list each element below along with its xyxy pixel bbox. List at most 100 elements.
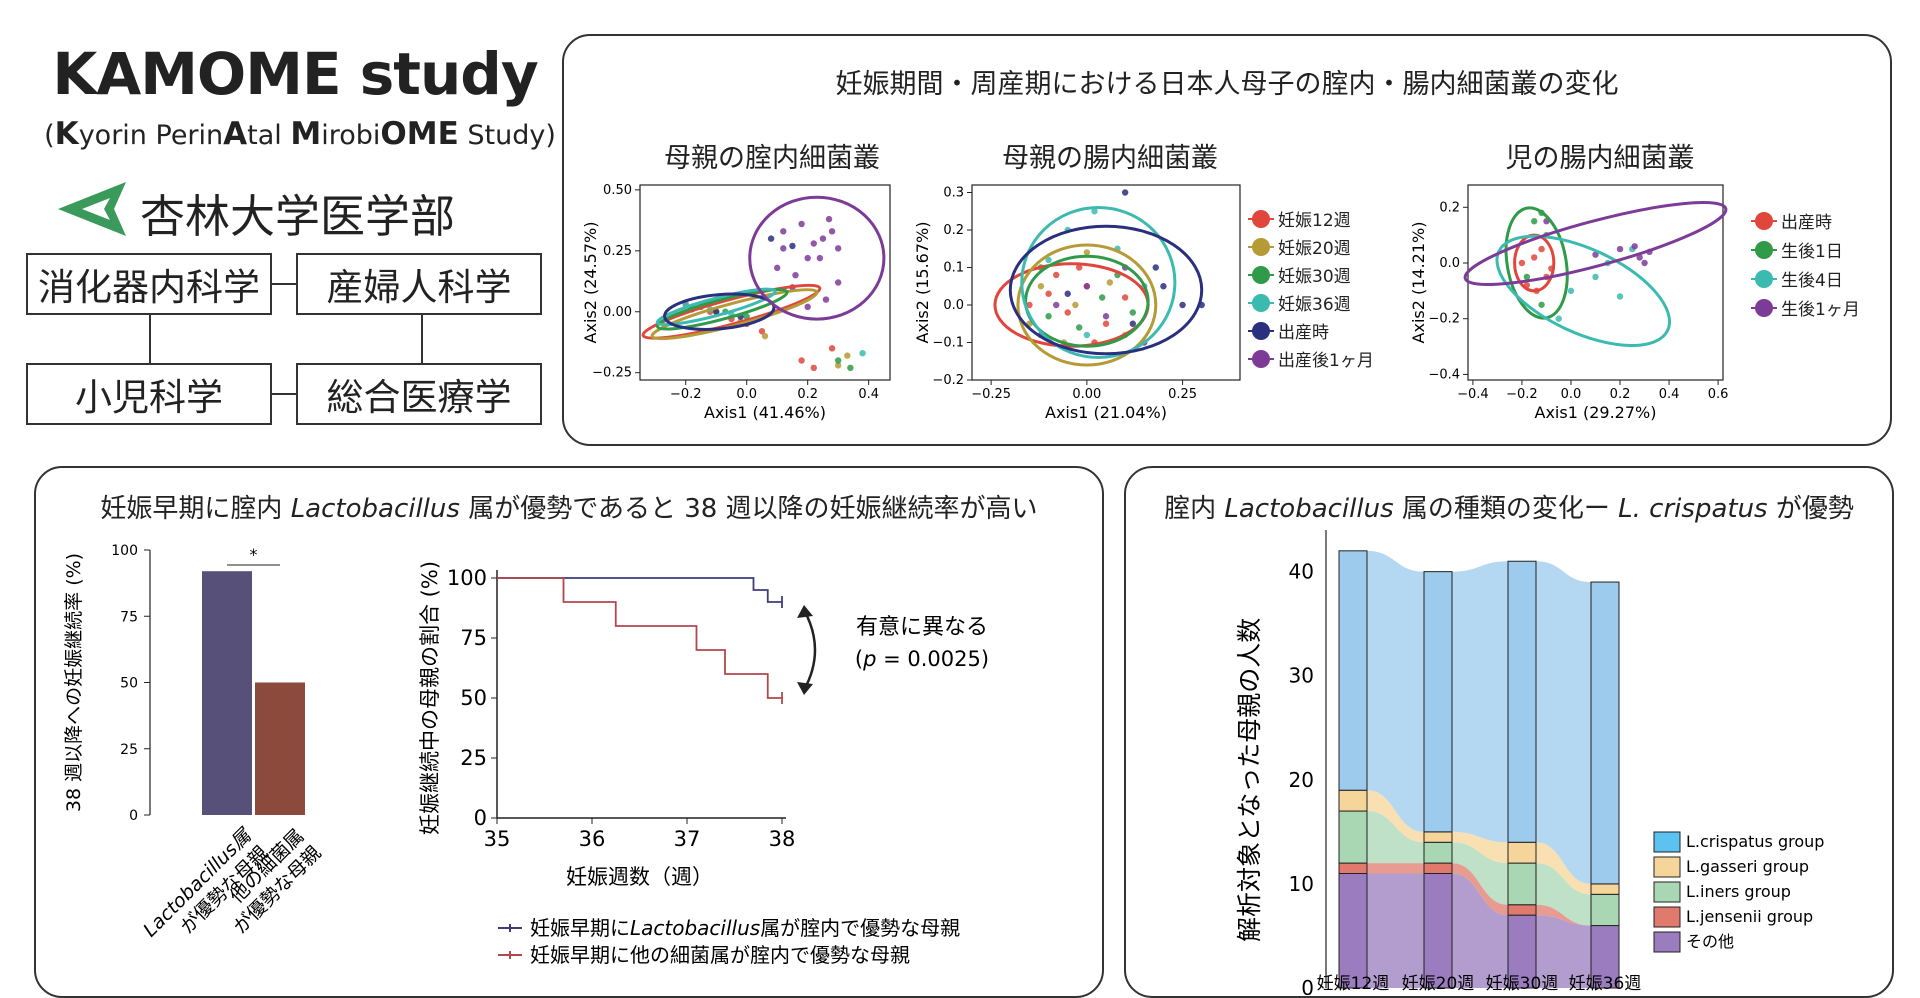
y-axis-label: 38 週以降への妊娠継続率 (%)	[63, 553, 85, 812]
y-tick-label: 75	[460, 626, 487, 650]
x-tick-label: 0.00	[1072, 387, 1101, 402]
pcoa1-title: 母親の腟内細菌叢	[664, 143, 880, 174]
subtitle-part: yorin Perin	[78, 120, 224, 151]
scatter-point	[825, 215, 833, 223]
bar	[202, 571, 252, 815]
scatter-point	[1538, 301, 1545, 308]
y-axis-label: 解析対象となった母親の人数	[1235, 618, 1264, 942]
scatter-point	[834, 245, 842, 252]
pcoa2-title: 母親の腸内細菌叢	[1002, 143, 1218, 174]
confidence-ellipse	[1008, 224, 1204, 356]
alluvial-bar-segment	[1338, 810, 1368, 864]
confidence-ellipse	[641, 283, 822, 340]
legend-label: L.jensenii group	[1686, 907, 1813, 926]
scatter-point	[1616, 293, 1624, 300]
alluvial-bar-segment	[1590, 925, 1620, 989]
title-part: Lactobacillus	[290, 494, 460, 524]
legend-item: 妊娠12週	[1248, 206, 1351, 231]
scatter-point	[1531, 218, 1538, 225]
scatter-point	[1026, 301, 1033, 309]
p-value-label: (p = 0.0025)	[855, 647, 989, 671]
scatter-point	[1531, 254, 1538, 261]
scatter-point	[1083, 283, 1091, 290]
scatter-point	[1037, 283, 1045, 290]
legend-label: 出産後1ヶ月	[1278, 351, 1374, 371]
y-tick-label: 20	[1289, 768, 1314, 792]
x-tick-label: 0.0	[1561, 387, 1582, 402]
scatter-point	[767, 235, 775, 242]
legend-item: 生後1日	[1751, 237, 1843, 262]
survival-curve	[497, 577, 782, 603]
scatter-point	[828, 345, 836, 352]
legend-item: 出産時	[1248, 318, 1329, 343]
y-tick-label: −0.4	[1428, 367, 1460, 382]
legend-swatch	[1248, 349, 1274, 368]
scatter-point	[1518, 259, 1526, 267]
x-tick-label: 0.0	[736, 387, 757, 402]
scatter-point	[773, 264, 781, 272]
y-tick-label: 0.2	[943, 223, 964, 238]
scatter-point	[761, 332, 769, 340]
scatter-point	[1555, 315, 1562, 322]
x-tick-label: −0.2	[670, 387, 702, 402]
confidence-ellipse	[1024, 254, 1150, 348]
legend-swatch	[1751, 211, 1777, 230]
scatter-point	[1523, 273, 1531, 281]
y-tick-label: 75	[120, 609, 138, 625]
subtitle-prefix: (	[44, 120, 55, 151]
x-tick-label: 0.25	[1168, 387, 1197, 402]
subtitle-part: OME	[380, 116, 459, 152]
title-part: 属が優勢であると 38 週以降の妊娠継続率が高い	[459, 494, 1038, 524]
alluvial-bar-segment	[1338, 873, 1368, 989]
scatter-point	[1091, 208, 1098, 215]
scatter-point	[1072, 301, 1079, 309]
arrow-head-down-icon	[797, 682, 813, 695]
legend-label: 妊娠20週	[1278, 239, 1351, 259]
legend-label: 妊娠36週	[1278, 295, 1351, 315]
y-tick-label: 0	[129, 808, 138, 824]
legend-label-part: Lactobacillus	[630, 916, 760, 940]
scatter-point	[1045, 290, 1052, 297]
scatter-point	[834, 362, 842, 369]
legend-label: 妊娠12週	[1278, 211, 1351, 231]
panel-top-title: 妊娠期間・周産期における日本人母子の腟内・腸内細菌叢の変化	[835, 69, 1619, 100]
alluvial-flow	[1536, 915, 1591, 988]
legend-swatch	[1653, 881, 1681, 903]
y-tick-label: −0.25	[592, 366, 632, 381]
legend-label-part: 妊娠早期に他の細菌属が腟内で優勢な母親	[530, 943, 910, 967]
legend-item: 出産後1ヶ月	[1248, 346, 1374, 371]
plot-frame	[639, 184, 891, 381]
subtitle-part: irobi	[321, 120, 381, 151]
scatter-point	[1179, 301, 1186, 309]
legend-label: 妊娠早期にLactobacillus属が腟内で優勢な母親	[530, 916, 960, 940]
scatter-point	[1152, 264, 1159, 271]
arrow-head-up-icon	[797, 605, 813, 618]
department-connectors	[149, 283, 423, 395]
legend-label: 出産時	[1278, 323, 1329, 343]
confidence-ellipse	[655, 287, 777, 327]
plot-frame	[971, 184, 1241, 381]
legend-label: 出産時	[1781, 213, 1832, 233]
alluvial-bar-segment	[1338, 550, 1368, 791]
scatter-point	[1045, 256, 1052, 264]
panel-bl-title: 妊娠早期に腟内 Lactobacillus 属が優勢であると 38 週以降の妊娠…	[34, 488, 1104, 525]
scatter-point	[1083, 331, 1091, 339]
x-tick-label: 38	[769, 827, 796, 851]
legend-item: 妊娠20週	[1248, 234, 1351, 259]
y-tick-label: −0.2	[932, 373, 964, 388]
y-tick-label: 0	[1301, 976, 1314, 995]
survival-line-chart: 100 75 50 25 035 36 37 38 妊娠週数（週） 妊娠継続中の母親の割合 (%)…	[418, 561, 989, 967]
y-tick-label: 25	[120, 742, 138, 758]
scatter-point	[789, 242, 796, 250]
title-part: 妊娠早期に腟内	[100, 494, 291, 524]
legend-swatch	[1751, 269, 1777, 288]
subtitle-part: Study)	[458, 120, 556, 151]
alluvial-bar-segment	[1590, 883, 1620, 895]
scatter-point	[1616, 245, 1624, 253]
alluvial-flow	[1452, 831, 1508, 864]
alluvial-bar-segment	[1590, 581, 1620, 885]
university-logo-icon	[58, 182, 126, 236]
alluvial-flow	[1367, 811, 1424, 864]
panel-microbiome-change	[562, 34, 1892, 446]
y-tick-label: 0.00	[603, 305, 632, 320]
